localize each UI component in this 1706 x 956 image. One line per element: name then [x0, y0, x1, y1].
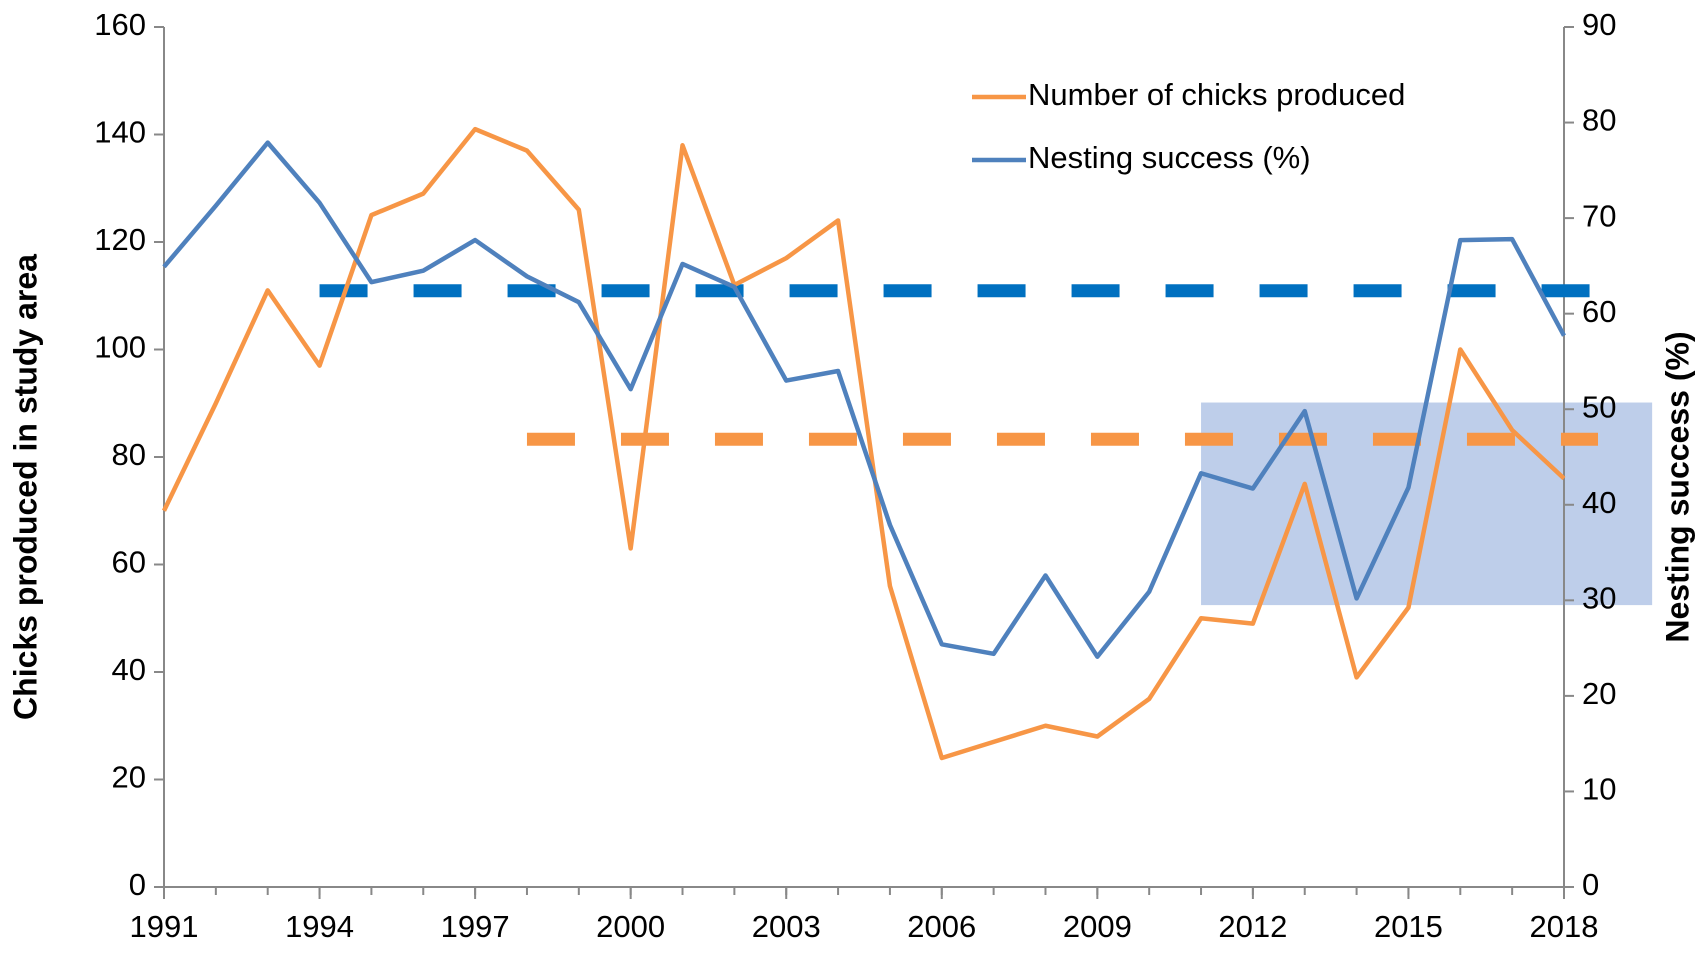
x-tick-label: 2003	[752, 909, 821, 944]
y-tick-label: 120	[94, 222, 146, 257]
y2-tick-label: 20	[1582, 676, 1616, 711]
x-tick-label: 1994	[285, 909, 354, 944]
x-tick-label: 2018	[1530, 909, 1599, 944]
series-line	[162, 140, 1566, 659]
legend-label: Nesting success (%)	[1028, 140, 1311, 175]
y2-tick-label: 50	[1582, 389, 1616, 424]
y-tick-label: 0	[129, 867, 146, 902]
y2-axis-title: Nesting success (%)	[1659, 331, 1695, 642]
y-axis-title: Chicks produced in study area	[7, 254, 43, 720]
y-tick-label: 60	[112, 545, 146, 580]
y2-tick-label: 60	[1582, 294, 1616, 329]
y-tick-label: 160	[94, 7, 146, 42]
x-tick-label: 2015	[1374, 909, 1443, 944]
y2-tick-label: 70	[1582, 198, 1616, 233]
legend-label: Number of chicks produced	[1028, 77, 1405, 112]
y2-tick-label: 30	[1582, 581, 1616, 616]
x-tick-label: 2000	[596, 909, 665, 944]
y-tick-label: 20	[112, 760, 146, 795]
x-tick-label: 2006	[907, 909, 976, 944]
y-tick-label: 40	[112, 652, 146, 687]
y2-tick-label: 0	[1582, 867, 1599, 902]
y-tick-label: 100	[94, 330, 146, 365]
x-tick-label: 1997	[441, 909, 510, 944]
y-tick-label: 140	[94, 115, 146, 150]
x-tick-label: 2012	[1218, 909, 1287, 944]
y-tick-label: 80	[112, 437, 146, 472]
x-tick-label: 1991	[130, 909, 199, 944]
series-line	[161, 126, 1566, 761]
x-tick-label: 2009	[1063, 909, 1132, 944]
y2-tick-label: 90	[1582, 7, 1616, 42]
y2-tick-label: 10	[1582, 772, 1616, 807]
y2-tick-label: 80	[1582, 103, 1616, 138]
y2-tick-label: 40	[1582, 485, 1616, 520]
